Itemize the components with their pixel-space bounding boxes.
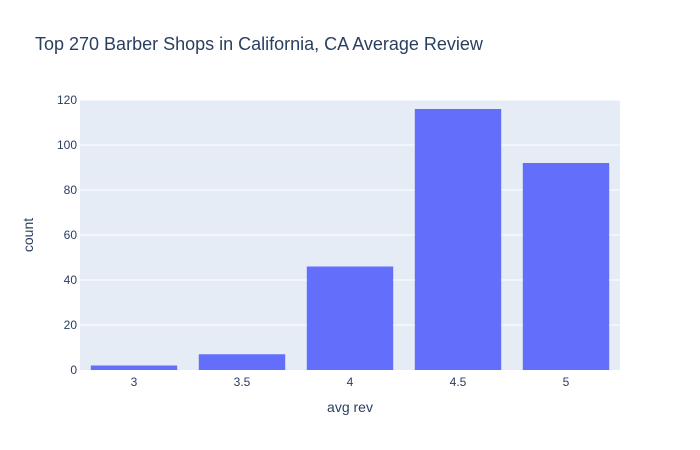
bars bbox=[90, 109, 610, 370]
x-tick-label: 4 bbox=[347, 375, 354, 389]
y-tick-label: 20 bbox=[64, 318, 78, 332]
y-tick-label: 60 bbox=[64, 228, 78, 242]
bar-3-5 bbox=[198, 354, 286, 370]
y-tick-label: 40 bbox=[64, 273, 78, 287]
chart-title: Top 270 Barber Shops in California, CA A… bbox=[35, 34, 484, 54]
x-tick-label: 3 bbox=[131, 375, 138, 389]
bar-5 bbox=[522, 163, 610, 370]
y-axis-ticks: 0 20 40 60 80 100 120 bbox=[57, 93, 77, 377]
x-tick-label: 3.5 bbox=[234, 375, 251, 389]
y-tick-label: 80 bbox=[64, 183, 78, 197]
y-tick-label: 0 bbox=[70, 363, 77, 377]
bar-4 bbox=[306, 266, 394, 370]
y-tick-label: 120 bbox=[57, 93, 77, 107]
bar-3 bbox=[90, 365, 178, 370]
x-axis-ticks: 3 3.5 4 4.5 5 bbox=[131, 375, 570, 389]
x-tick-label: 5 bbox=[563, 375, 570, 389]
y-axis-label: count bbox=[20, 218, 36, 252]
y-tick-label: 100 bbox=[57, 138, 77, 152]
bar-4-5 bbox=[414, 109, 502, 370]
x-tick-label: 4.5 bbox=[450, 375, 467, 389]
x-axis-label: avg rev bbox=[327, 399, 373, 415]
